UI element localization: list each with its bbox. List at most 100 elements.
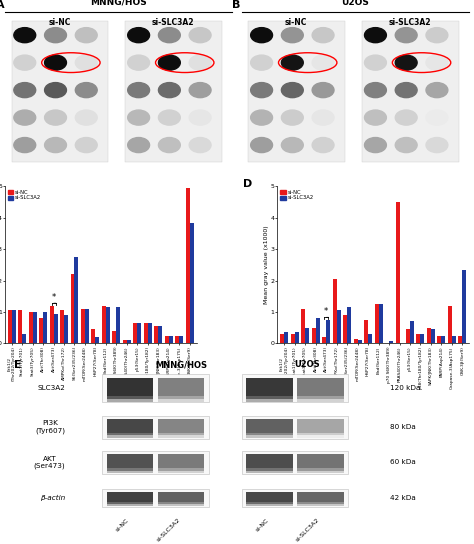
Bar <box>322 337 326 343</box>
Circle shape <box>75 83 97 97</box>
Bar <box>158 419 204 435</box>
Bar <box>297 492 344 504</box>
Text: si-SLC3A2: si-SLC3A2 <box>389 18 431 27</box>
Circle shape <box>158 55 180 70</box>
Circle shape <box>75 138 97 153</box>
Circle shape <box>14 83 36 97</box>
Text: PI3K
(Tyr607): PI3K (Tyr607) <box>35 421 65 434</box>
Text: MNNG/HOS: MNNG/HOS <box>90 0 147 7</box>
Bar <box>107 492 154 504</box>
Text: si-NC: si-NC <box>48 18 71 27</box>
Circle shape <box>282 55 303 70</box>
Bar <box>431 329 435 343</box>
Bar <box>134 323 137 343</box>
Circle shape <box>365 28 386 42</box>
Circle shape <box>14 55 36 70</box>
Bar <box>297 433 344 438</box>
Circle shape <box>282 83 303 97</box>
Circle shape <box>312 83 334 97</box>
Bar <box>18 311 22 343</box>
Bar <box>246 395 293 402</box>
Bar <box>117 307 120 343</box>
Bar <box>28 312 33 343</box>
Bar <box>246 468 293 473</box>
Circle shape <box>189 83 211 97</box>
FancyBboxPatch shape <box>362 21 459 162</box>
Circle shape <box>189 28 211 42</box>
Bar <box>420 334 425 343</box>
Bar <box>158 433 204 438</box>
Bar <box>347 307 351 343</box>
Bar <box>107 454 154 471</box>
Bar <box>33 312 36 343</box>
Bar <box>389 341 393 343</box>
Bar <box>410 322 414 343</box>
Bar <box>148 323 152 343</box>
Bar <box>102 306 106 343</box>
Text: MNNG/HOS: MNNG/HOS <box>155 360 207 369</box>
Bar <box>95 337 100 343</box>
Bar <box>297 454 344 471</box>
Bar <box>102 451 209 474</box>
Bar <box>337 311 340 343</box>
Text: si-NC: si-NC <box>285 18 308 27</box>
Bar <box>158 502 204 505</box>
Circle shape <box>75 110 97 125</box>
Circle shape <box>395 110 417 125</box>
Legend: si-NC, si-SLC3A2: si-NC, si-SLC3A2 <box>280 189 314 201</box>
Text: 120 kDa: 120 kDa <box>390 385 420 391</box>
Bar <box>107 502 154 505</box>
FancyBboxPatch shape <box>248 21 345 162</box>
Bar <box>60 311 64 343</box>
Bar <box>246 492 293 504</box>
Bar <box>316 318 319 343</box>
Bar <box>364 320 368 343</box>
Bar <box>85 309 89 343</box>
Bar <box>74 257 79 343</box>
Circle shape <box>45 110 66 125</box>
Circle shape <box>128 83 150 97</box>
Bar <box>64 315 68 343</box>
Text: *: * <box>324 307 328 316</box>
Circle shape <box>14 138 36 153</box>
Circle shape <box>395 55 417 70</box>
Bar <box>374 304 379 343</box>
Text: β-actin: β-actin <box>40 494 65 501</box>
Bar <box>107 468 154 473</box>
Bar <box>427 327 431 343</box>
Bar <box>165 336 169 343</box>
Text: D: D <box>243 178 252 189</box>
Bar <box>144 323 148 343</box>
Bar <box>452 336 456 343</box>
Text: si-SLC3A2: si-SLC3A2 <box>155 517 181 543</box>
Circle shape <box>426 55 448 70</box>
Bar <box>22 334 26 343</box>
Text: AKT
(Ser473): AKT (Ser473) <box>34 456 65 469</box>
Circle shape <box>395 28 417 42</box>
FancyBboxPatch shape <box>126 21 222 162</box>
Bar <box>297 378 344 399</box>
Bar <box>441 336 446 343</box>
Circle shape <box>75 55 97 70</box>
FancyBboxPatch shape <box>11 21 109 162</box>
Bar <box>246 433 293 438</box>
Bar <box>158 468 204 473</box>
Bar <box>71 274 74 343</box>
Text: E: E <box>14 360 22 370</box>
Bar <box>291 334 295 343</box>
Circle shape <box>426 83 448 97</box>
Circle shape <box>251 110 273 125</box>
Bar <box>326 320 330 343</box>
Text: 80 kDa: 80 kDa <box>390 424 416 430</box>
Text: 42 kDa: 42 kDa <box>390 495 416 501</box>
Circle shape <box>251 83 273 97</box>
Bar <box>102 489 209 506</box>
Bar <box>368 334 372 343</box>
Circle shape <box>45 28 66 42</box>
Text: *: * <box>51 293 55 302</box>
Bar <box>246 378 293 399</box>
Bar <box>158 326 163 343</box>
Circle shape <box>158 83 180 97</box>
Circle shape <box>365 55 386 70</box>
Circle shape <box>365 83 386 97</box>
